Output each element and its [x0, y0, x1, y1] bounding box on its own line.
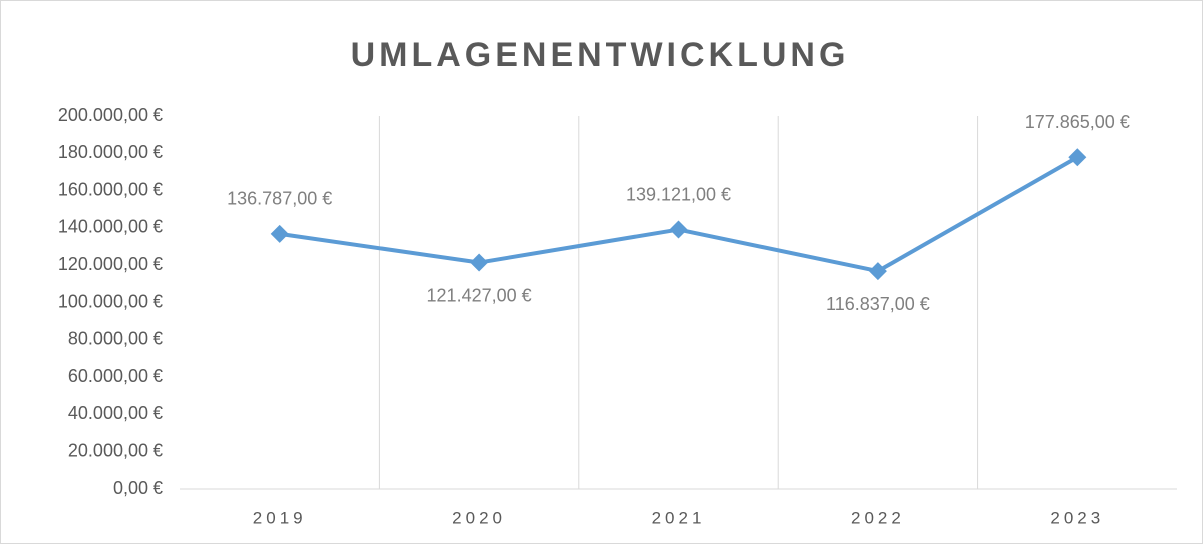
marker	[470, 253, 489, 272]
x-tick-label: 2019	[253, 508, 307, 527]
y-tick-label: 180.000,00 €	[58, 142, 163, 162]
y-tick-label: 20.000,00 €	[68, 440, 163, 460]
y-tick-label: 80.000,00 €	[68, 329, 163, 349]
data-label: 177.865,00 €	[1025, 112, 1130, 132]
y-tick-label: 0,00 €	[113, 478, 163, 498]
y-tick-label: 140.000,00 €	[58, 217, 163, 237]
marker	[669, 220, 688, 239]
x-tick-label: 2022	[851, 508, 905, 527]
y-tick-label: 120.000,00 €	[58, 254, 163, 274]
marker	[868, 262, 887, 281]
y-tick-label: 100.000,00 €	[58, 291, 163, 311]
y-tick-label: 200.000,00 €	[58, 105, 163, 125]
marker	[1068, 148, 1087, 167]
data-label: 121.427,00 €	[427, 285, 532, 305]
y-tick-label: 40.000,00 €	[68, 403, 163, 423]
data-label: 116.837,00 €	[826, 294, 930, 314]
x-tick-label: 2023	[1050, 508, 1104, 527]
data-label: 136.787,00 €	[227, 189, 332, 209]
data-label: 139.121,00 €	[626, 184, 731, 204]
chart-title: UMLAGENENTWICKLUNG	[351, 36, 850, 74]
y-tick-label: 60.000,00 €	[68, 366, 163, 386]
marker	[270, 224, 289, 243]
x-tick-label: 2020	[452, 508, 506, 527]
y-tick-label: 160.000,00 €	[58, 179, 163, 199]
x-tick-label: 2021	[652, 508, 706, 527]
